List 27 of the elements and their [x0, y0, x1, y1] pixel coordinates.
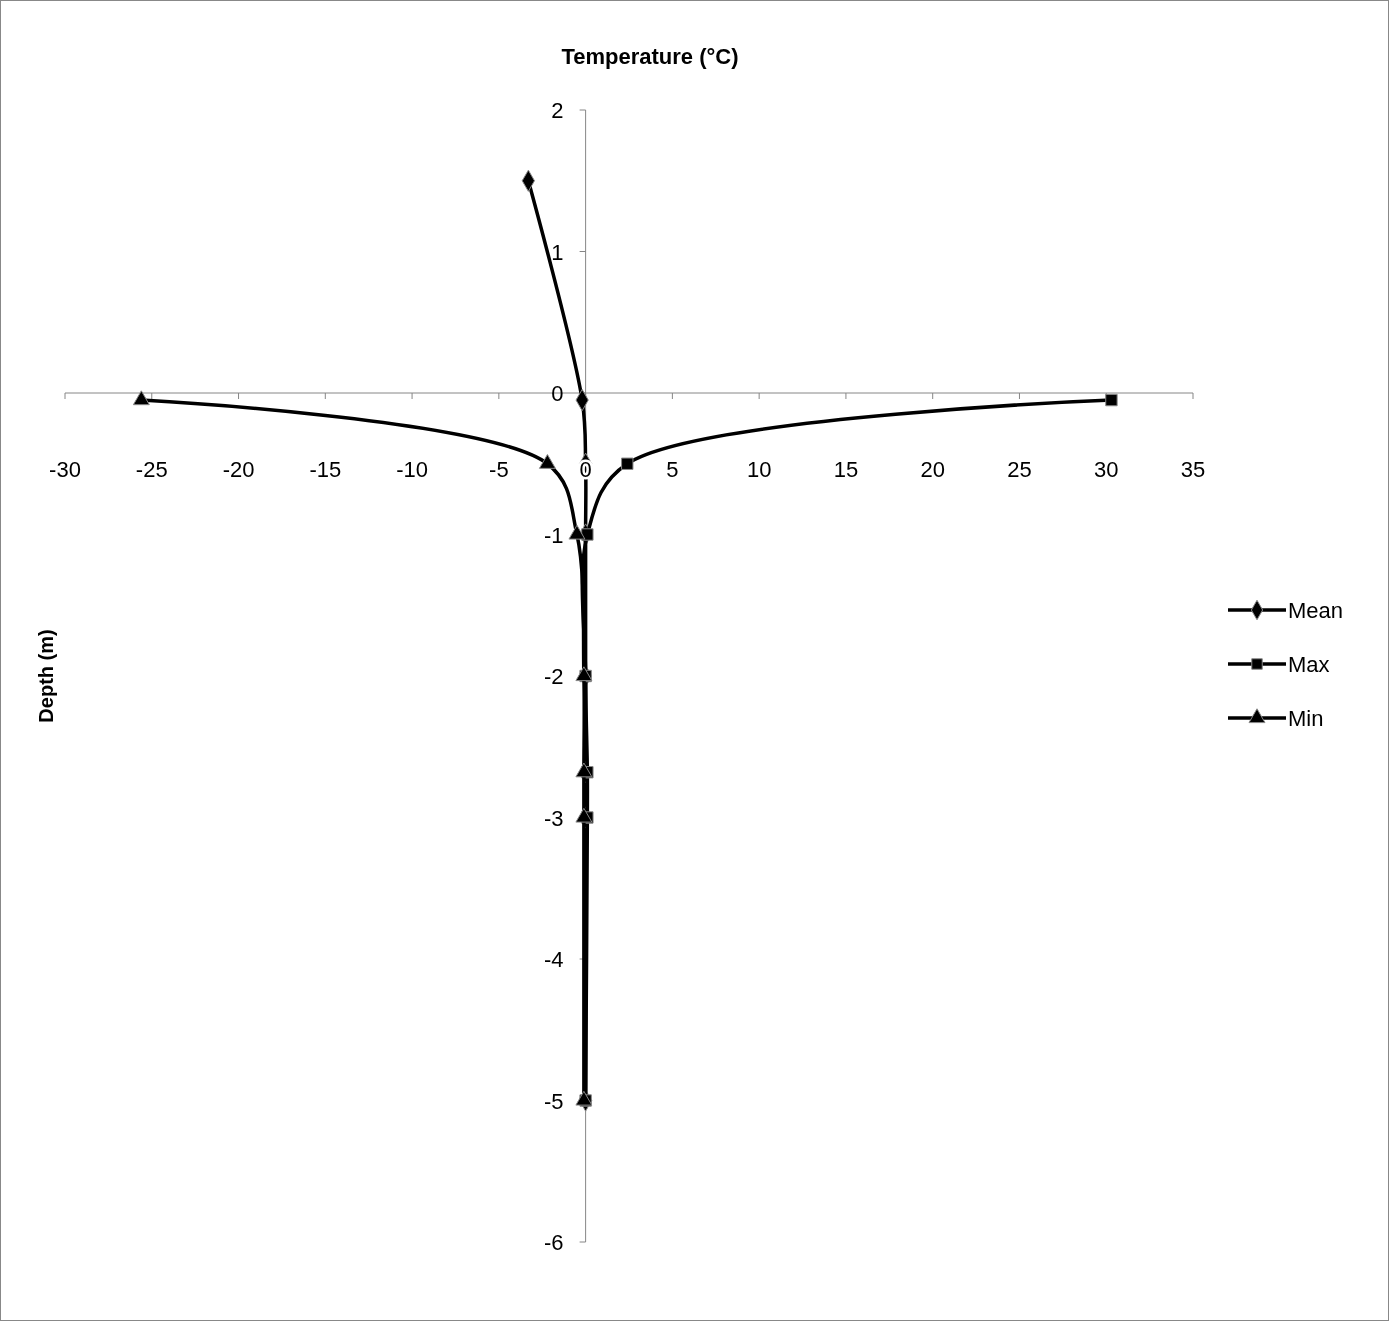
x-tick-label: 10: [746, 457, 772, 482]
x-tick-label: -25: [135, 457, 168, 482]
y-tick-label: -5: [544, 1088, 564, 1114]
legend-label: Min: [1288, 706, 1324, 731]
y-tick-label: -6: [544, 1230, 564, 1255]
x-tick-label: -30: [49, 457, 81, 482]
x-tick-label: -15: [309, 457, 342, 482]
legend-label: Mean: [1288, 598, 1344, 623]
x-tick-label: -5: [489, 457, 509, 482]
x-tick-label: 5: [666, 457, 679, 482]
chart-title: Temperature (°C): [561, 44, 739, 69]
y-tick-label: -1: [544, 522, 564, 548]
y-tick-label: 2: [551, 98, 564, 123]
x-tick-label: -10: [396, 457, 428, 482]
x-tick-label: 25: [1007, 457, 1032, 482]
x-tick-label: 30: [1093, 457, 1119, 482]
x-tick-label: 15: [833, 457, 859, 482]
y-axis-title: Depth (m): [35, 629, 57, 723]
x-tick-label: 35: [1180, 457, 1206, 482]
legend-label: Max: [1288, 652, 1330, 677]
y-tick-label: -4: [544, 947, 564, 972]
y-tick-label: 0: [551, 381, 564, 406]
y-tick-label: 1: [551, 239, 564, 265]
x-tick-label: 20: [920, 457, 945, 482]
x-tick-label: -20: [222, 457, 255, 482]
y-tick-label: -2: [544, 664, 564, 689]
y-tick-label: -3: [544, 805, 564, 831]
